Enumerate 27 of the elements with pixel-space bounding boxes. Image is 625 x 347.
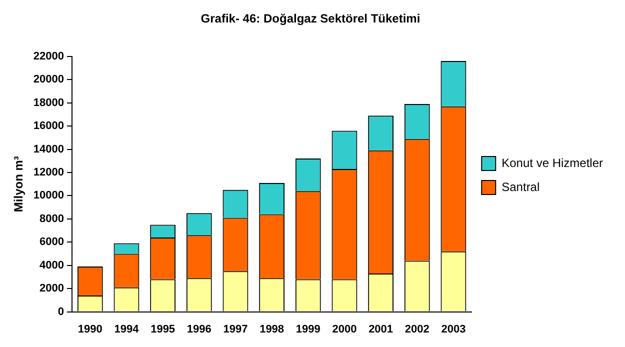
y-tick-label: 14000 <box>33 143 64 156</box>
y-tick-label: 4000 <box>40 259 64 272</box>
chart-title: Grafik- 46: Doğalgaz Sektörel Tüketimi <box>200 12 420 26</box>
y-tick-label: 22000 <box>33 50 64 62</box>
legend-label: Konut ve Hizmetler <box>502 156 604 170</box>
x-tick-label: 1995 <box>150 323 176 336</box>
x-tick-label: 2003 <box>441 323 466 336</box>
x-tick-label: 2000 <box>332 323 357 336</box>
y-tick-label: 0 <box>58 306 64 318</box>
x-tick-label: 1998 <box>260 323 284 336</box>
x-tick-label: 1996 <box>186 323 212 336</box>
y-tick-label: 8000 <box>40 212 64 225</box>
x-tick-label: 2001 <box>368 323 394 336</box>
x-tick-label: 1994 <box>114 323 140 336</box>
y-tick-label: 10000 <box>33 190 64 202</box>
y-tick-label: 6000 <box>40 236 64 248</box>
y-axis-title: Milyon m³ <box>12 156 26 212</box>
legend-label: Santral <box>502 180 540 194</box>
y-tick-label: 18000 <box>33 96 64 109</box>
y-tick-label: 12000 <box>33 166 64 179</box>
x-tick-label: 1997 <box>223 323 248 336</box>
y-tick-label: 16000 <box>33 120 64 132</box>
x-tick-label: 2002 <box>404 323 430 336</box>
x-tick-label: 1999 <box>296 323 320 336</box>
x-tick-label: 1990 <box>78 323 102 336</box>
y-tick-label: 20000 <box>33 74 64 86</box>
y-tick-label: 2000 <box>40 282 64 295</box>
